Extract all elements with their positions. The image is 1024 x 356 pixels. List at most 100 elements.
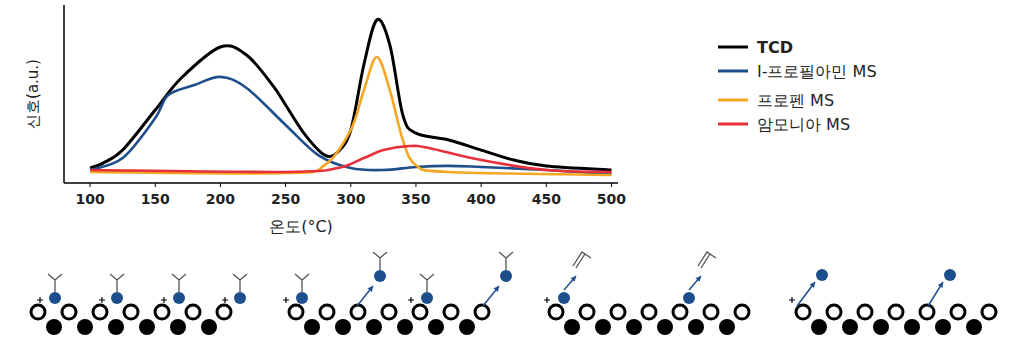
charge bbox=[99, 297, 105, 303]
lattice-atom bbox=[444, 305, 458, 319]
lattice-atom bbox=[827, 305, 841, 319]
lattice-atom bbox=[170, 319, 186, 335]
nitrogen bbox=[816, 269, 828, 281]
arrow bbox=[564, 276, 576, 290]
arrow bbox=[797, 282, 815, 306]
nitrogen bbox=[296, 292, 308, 304]
lattice-atom bbox=[719, 319, 735, 335]
lattice-atom bbox=[289, 305, 303, 319]
x-tick bbox=[220, 183, 221, 187]
propene bbox=[576, 254, 585, 268]
chart: 100150200250300350400450500온도(°C)신호(a.u.… bbox=[0, 0, 1024, 356]
arrow-head bbox=[493, 286, 499, 292]
nitrogen bbox=[49, 292, 61, 304]
lattice-atom bbox=[459, 319, 475, 335]
lattice-atom bbox=[549, 305, 563, 319]
lattice-atom bbox=[201, 319, 217, 335]
lattice-atom bbox=[920, 305, 934, 319]
arrow bbox=[483, 286, 499, 306]
arrow-head bbox=[810, 282, 815, 288]
nitrogen bbox=[374, 270, 386, 282]
x-tick bbox=[90, 183, 91, 187]
charge bbox=[789, 297, 795, 303]
x-tick-label: 400 bbox=[467, 191, 496, 207]
alkyl-group bbox=[295, 274, 309, 292]
x-tick-label: 450 bbox=[532, 191, 561, 207]
x-tick bbox=[415, 183, 416, 187]
lattice-atom bbox=[611, 305, 625, 319]
lattice-atom bbox=[564, 319, 580, 335]
charge bbox=[222, 297, 228, 303]
lattice-atom bbox=[382, 305, 396, 319]
lattice-atom bbox=[62, 305, 76, 319]
alkyl-group bbox=[110, 274, 124, 292]
x-tick bbox=[350, 183, 351, 187]
arrow-head bbox=[695, 276, 701, 282]
nitrogen bbox=[234, 292, 246, 304]
lattice-atom bbox=[889, 305, 903, 319]
arrow bbox=[689, 276, 701, 290]
lattice-atom bbox=[475, 305, 489, 319]
legend-label: 암모니아 MS bbox=[757, 115, 850, 134]
lattice-atom bbox=[642, 305, 656, 319]
lattice-atom bbox=[673, 305, 687, 319]
alkyl-group bbox=[420, 274, 434, 292]
lattice-atom bbox=[626, 319, 642, 335]
charge bbox=[283, 297, 289, 303]
charge bbox=[37, 297, 43, 303]
legend-swatch bbox=[718, 70, 748, 73]
alkyl-group bbox=[499, 252, 513, 270]
x-tick bbox=[546, 183, 547, 187]
lattice-atom bbox=[735, 305, 749, 319]
arrow-head bbox=[367, 286, 373, 292]
series-line bbox=[90, 146, 611, 172]
x-tick bbox=[611, 183, 612, 187]
y-axis-label: 신호(a.u.) bbox=[24, 59, 42, 129]
arrow bbox=[357, 286, 373, 306]
nitrogen bbox=[173, 292, 185, 304]
x-tick-label: 300 bbox=[336, 191, 365, 207]
lattice-atom bbox=[595, 319, 611, 335]
nitrogen bbox=[944, 269, 956, 281]
series-line bbox=[90, 77, 611, 174]
legend-label: TCD bbox=[757, 38, 793, 57]
lattice-atom bbox=[77, 319, 93, 335]
lattice-atom bbox=[186, 305, 200, 319]
charge bbox=[161, 297, 167, 303]
x-axis bbox=[64, 182, 618, 184]
nitrogen bbox=[683, 292, 695, 304]
lattice-atom bbox=[842, 319, 858, 335]
lattice-atom bbox=[982, 305, 996, 319]
legend-label: 프로펜 MS bbox=[757, 91, 834, 110]
lattice-atom bbox=[351, 305, 365, 319]
legend-swatch bbox=[718, 99, 748, 102]
lattice-atom bbox=[139, 319, 155, 335]
y-axis bbox=[63, 5, 65, 183]
x-tick-label: 100 bbox=[75, 191, 104, 207]
charge bbox=[408, 297, 414, 303]
nitrogen bbox=[500, 270, 512, 282]
x-tick bbox=[481, 183, 482, 187]
lattice-atom bbox=[93, 305, 107, 319]
arrow bbox=[928, 282, 943, 306]
x-tick bbox=[285, 183, 286, 187]
lattice-atom bbox=[108, 319, 124, 335]
lattice-atom bbox=[335, 319, 351, 335]
alkyl-group bbox=[373, 252, 387, 270]
lattice-atom bbox=[413, 305, 427, 319]
lattice-atom bbox=[304, 319, 320, 335]
nitrogen bbox=[111, 292, 123, 304]
alkyl-group bbox=[233, 274, 247, 292]
nitrogen bbox=[421, 292, 433, 304]
lattice-atom bbox=[428, 319, 444, 335]
x-tick bbox=[155, 183, 156, 187]
x-tick-label: 350 bbox=[401, 191, 430, 207]
lattice-atom bbox=[904, 319, 920, 335]
legend-swatch bbox=[718, 46, 748, 49]
lattice-atom bbox=[704, 305, 718, 319]
arrow-head bbox=[938, 282, 943, 288]
lattice-atom bbox=[217, 305, 231, 319]
surface-diagrams bbox=[31, 252, 996, 335]
lattice-atom bbox=[31, 305, 45, 319]
lattice-atom bbox=[935, 319, 951, 335]
